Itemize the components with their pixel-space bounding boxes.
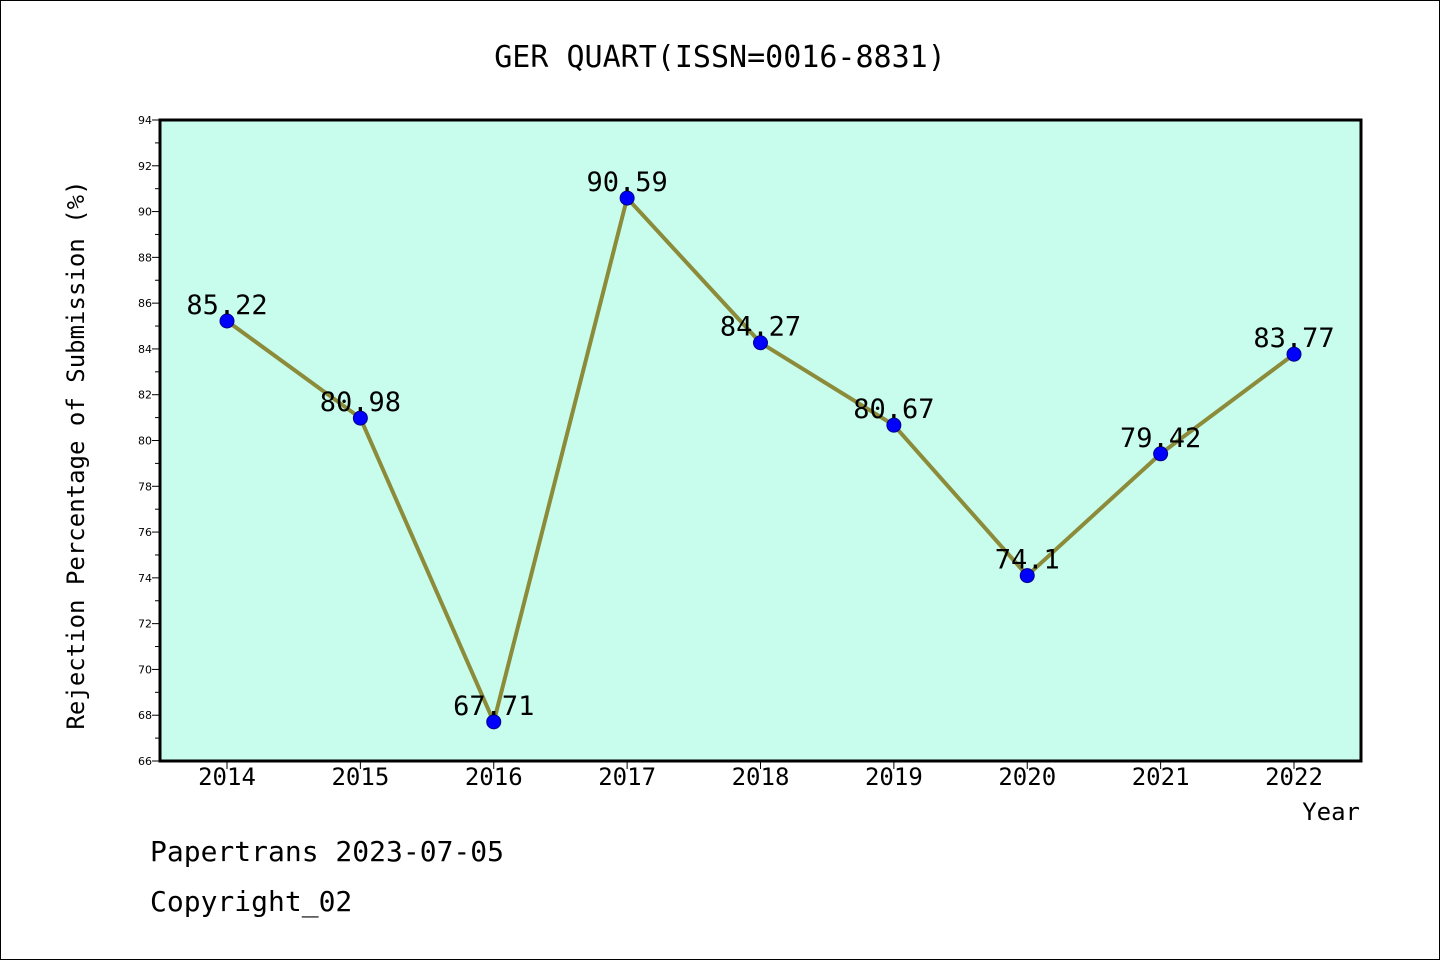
- x-tick-label: 2014: [198, 763, 256, 791]
- chart-title: GER QUART(ISSN=0016-8831): [494, 40, 946, 75]
- data-label: 85.22: [186, 290, 267, 321]
- series-rejection: 85.22 80.98 67.71 90.59 84.27 80.67 74.1 79.42 8…: [186, 167, 1335, 730]
- y-tick-label: 68: [138, 709, 152, 722]
- x-tick-label: 2021: [1132, 763, 1190, 791]
- y-tick-label: 92: [138, 160, 152, 173]
- data-label: 84.27: [720, 312, 801, 343]
- y-tick-label: 86: [138, 297, 152, 310]
- x-tick-label: 2020: [998, 763, 1056, 791]
- y-axis: 66 68 70 72 74 76 78 80 82 84 86 88 90 92 94: [138, 114, 160, 768]
- x-tick-label: 2022: [1265, 763, 1323, 791]
- y-tick-label: 74: [138, 572, 152, 585]
- y-tick-label: 94: [138, 114, 152, 127]
- y-tick-label: 66: [138, 755, 152, 768]
- data-point: [352, 410, 368, 426]
- y-tick-label: 88: [138, 251, 152, 264]
- data-label: 90.59: [586, 167, 667, 198]
- data-point: [1019, 568, 1035, 584]
- y-tick-label: 84: [138, 343, 152, 356]
- data-point: [619, 190, 635, 206]
- y-tick-label: 70: [138, 663, 152, 676]
- x-tick-label: 2016: [465, 763, 523, 791]
- data-label: 79.42: [1120, 423, 1201, 454]
- y-tick-label: 82: [138, 389, 152, 402]
- data-point: [1153, 446, 1169, 462]
- data-label: 74.1: [995, 545, 1060, 576]
- y-tick-label: 90: [138, 206, 152, 219]
- x-axis: 2014 2015 2016 2017 2018 2019 2020 2021 2022: [198, 761, 1323, 791]
- y-tick-label: 80: [138, 435, 152, 448]
- data-label: 80.67: [853, 394, 934, 425]
- data-point: [1286, 346, 1302, 362]
- y-tick-label: 78: [138, 480, 152, 493]
- x-tick-label: 2015: [331, 763, 389, 791]
- data-point: [486, 714, 502, 730]
- plot-area: [158, 118, 1363, 763]
- y-axis-label: Rejection Percentage of Submission (%): [62, 180, 90, 729]
- data-label: 80.98: [320, 387, 401, 418]
- data-point: [753, 335, 768, 351]
- footer-copyright: Copyright_02: [150, 885, 353, 918]
- footer-date: Papertrans 2023-07-05: [150, 835, 505, 868]
- data-label: 83.77: [1253, 323, 1334, 354]
- data-point: [886, 417, 902, 433]
- x-tick-label: 2019: [865, 763, 923, 791]
- y-tick-label: 72: [138, 618, 152, 631]
- x-tick-label: 2017: [598, 763, 656, 791]
- x-axis-label: Year: [1302, 798, 1360, 826]
- data-label: 67.71: [453, 691, 534, 722]
- y-tick-label: 76: [138, 526, 152, 539]
- x-tick-label: 2018: [732, 763, 790, 791]
- data-point: [219, 313, 235, 329]
